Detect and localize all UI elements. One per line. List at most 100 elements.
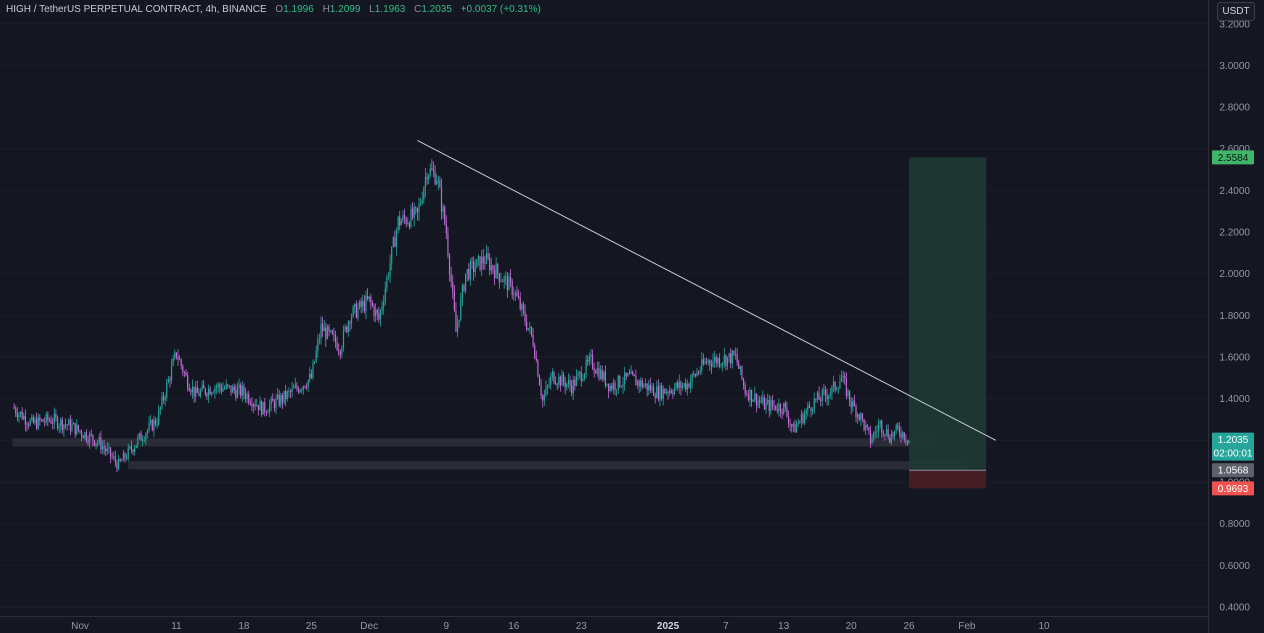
candle-body (238, 384, 240, 389)
candle-body (66, 424, 68, 426)
candle-body (420, 203, 422, 205)
candle-body (852, 400, 854, 408)
candle-body (871, 439, 873, 444)
candle-body (452, 282, 454, 292)
candle-body (114, 456, 116, 463)
candle-body (461, 285, 463, 299)
y-tick-label: 1.4000 (1219, 394, 1250, 405)
candle-body (837, 388, 839, 390)
candle-body (497, 264, 499, 274)
candle-body (823, 390, 825, 391)
candle-body (334, 334, 337, 343)
candle-body (518, 295, 520, 299)
candle-body (47, 414, 49, 421)
candle-body (318, 338, 320, 340)
candle-body (350, 316, 353, 324)
loss-zone[interactable] (909, 470, 987, 489)
candle-body (689, 381, 692, 388)
candle-body (855, 405, 857, 418)
candle-body (339, 350, 341, 355)
candle-body (783, 403, 785, 414)
symbol-title[interactable]: HIGH / TetherUS PERPETUAL CONTRACT, 4h, … (6, 4, 267, 15)
candle-body (182, 365, 184, 373)
candle-body (575, 375, 578, 386)
candle-body (844, 375, 846, 380)
candle-body (725, 355, 727, 366)
candle-body (702, 359, 704, 364)
candle-body (326, 326, 329, 340)
candle-body (534, 345, 536, 358)
long-position-tool[interactable] (909, 157, 987, 489)
candle-body (529, 326, 531, 329)
candle-body (635, 376, 637, 386)
currency-unit-button[interactable]: USDT (1217, 2, 1255, 21)
candle-body (802, 414, 804, 424)
candle-body (92, 434, 94, 441)
x-tick-label: 13 (778, 621, 790, 632)
candle-body (781, 411, 783, 414)
candle-body (710, 364, 713, 367)
candle-body (397, 216, 399, 231)
candle-body (309, 373, 311, 381)
candle-body (885, 429, 888, 436)
candle-body (524, 311, 526, 322)
candle-body (681, 385, 684, 388)
y-tick-label: 2.2000 (1219, 228, 1250, 239)
candle-body (116, 462, 118, 470)
candle-body (227, 384, 229, 386)
descending-trendline[interactable] (417, 139, 997, 441)
candle-body (503, 276, 505, 282)
candle-body (680, 381, 682, 388)
profit-zone[interactable] (909, 157, 987, 471)
candle-body (604, 371, 606, 386)
candle-body (403, 215, 406, 219)
candle-body (834, 381, 836, 390)
candle-body (251, 403, 253, 407)
x-tick-label: 23 (576, 621, 588, 632)
support-zones (12, 438, 967, 470)
candle-body (187, 375, 189, 389)
candle-body (93, 440, 96, 446)
candle-body (778, 404, 780, 411)
candle-body (265, 412, 267, 413)
candle-body (490, 265, 492, 271)
candle-body (776, 409, 778, 411)
candle-body (746, 393, 748, 395)
candle-body (154, 419, 157, 425)
candle-body (479, 256, 481, 270)
candle-body (23, 415, 25, 420)
candle-body (63, 424, 65, 431)
candle-body (718, 358, 721, 366)
candle-body (765, 402, 767, 410)
candle-body (563, 374, 565, 383)
candle-body (812, 409, 814, 411)
candle-body (50, 420, 52, 424)
candle-body (278, 394, 280, 406)
entry-price-tag-bg (1212, 463, 1254, 478)
candle-body (21, 411, 23, 420)
candle-body (421, 200, 423, 204)
candle-body (146, 430, 149, 434)
candle-body (572, 379, 574, 394)
candle-body (145, 433, 147, 440)
candle-body (625, 372, 627, 377)
low-label: L (369, 4, 375, 15)
candle-body (39, 416, 41, 421)
candle-body (289, 391, 292, 393)
candle-body (826, 395, 828, 399)
candle-body (800, 414, 802, 422)
candle-body (630, 371, 632, 374)
candle-body (466, 269, 468, 274)
candle-body (405, 218, 407, 225)
candle-body (649, 384, 651, 391)
candle-body (845, 379, 847, 396)
candle-body (865, 424, 867, 430)
candle-body (527, 328, 529, 330)
candle-body (877, 424, 880, 432)
high-value: 1.2099 (329, 4, 361, 15)
candle-body (196, 387, 198, 393)
candle-body (609, 385, 611, 391)
candle-body (113, 456, 115, 458)
candle-body (567, 380, 570, 384)
